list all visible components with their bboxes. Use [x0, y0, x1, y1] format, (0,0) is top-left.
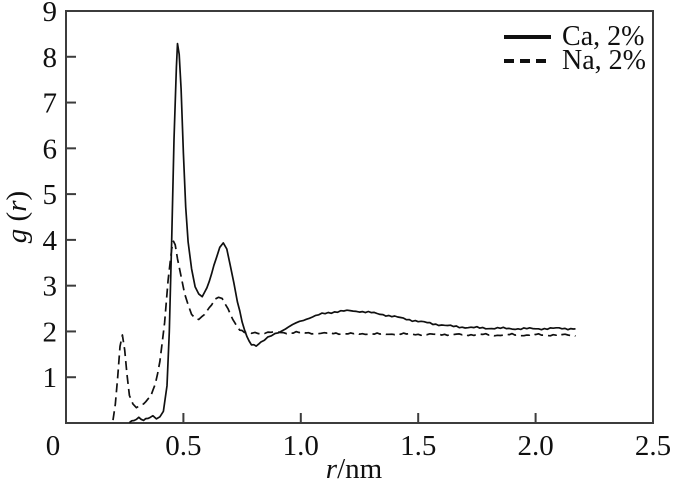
axis-label-part: ( [1, 211, 33, 229]
y-tick-label: 6 [43, 133, 58, 165]
legend-item-na: Na, 2% [504, 45, 646, 76]
axis-label-part: r [325, 453, 338, 485]
axis-label-part: r [1, 200, 33, 212]
y-tick-label: 8 [43, 42, 58, 74]
legend: Ca, 2% Na, 2% [504, 21, 646, 76]
curve-na-dashed [112, 240, 576, 421]
y-tick-label: 5 [43, 179, 58, 211]
legend-line-solid-icon [504, 35, 552, 39]
origin-label: 0 [46, 430, 61, 462]
x-tick-label: 2.0 [517, 430, 553, 462]
y-axis-label: g (r) [1, 156, 33, 278]
x-tick-label: 1.5 [400, 430, 436, 462]
x-tick-label: 1.0 [283, 430, 319, 462]
y-tick-label: 2 [43, 316, 58, 348]
legend-item-ca: Ca, 2% [504, 21, 646, 52]
axis-label-part: /nm [337, 453, 383, 485]
y-tick-label: 4 [43, 225, 58, 257]
x-tick-label: 0.5 [165, 430, 201, 462]
curve-ca-solid [128, 42, 576, 424]
x-tick-label: 2.5 [635, 430, 671, 462]
legend-line-dashed-icon [504, 59, 552, 63]
axis-label-part: ) [1, 190, 33, 201]
legend-label-na: Na, 2% [562, 45, 646, 76]
y-tick-label: 9 [43, 0, 58, 28]
x-axis-label: r/nm [274, 453, 434, 486]
y-tick-label: 3 [43, 271, 58, 303]
legend-label-ca: Ca, 2% [562, 21, 645, 52]
y-tick-label: 7 [43, 88, 58, 120]
y-tick-label: 1 [43, 362, 58, 394]
plot-frame [65, 10, 654, 424]
axis-label-part: g [1, 228, 33, 244]
